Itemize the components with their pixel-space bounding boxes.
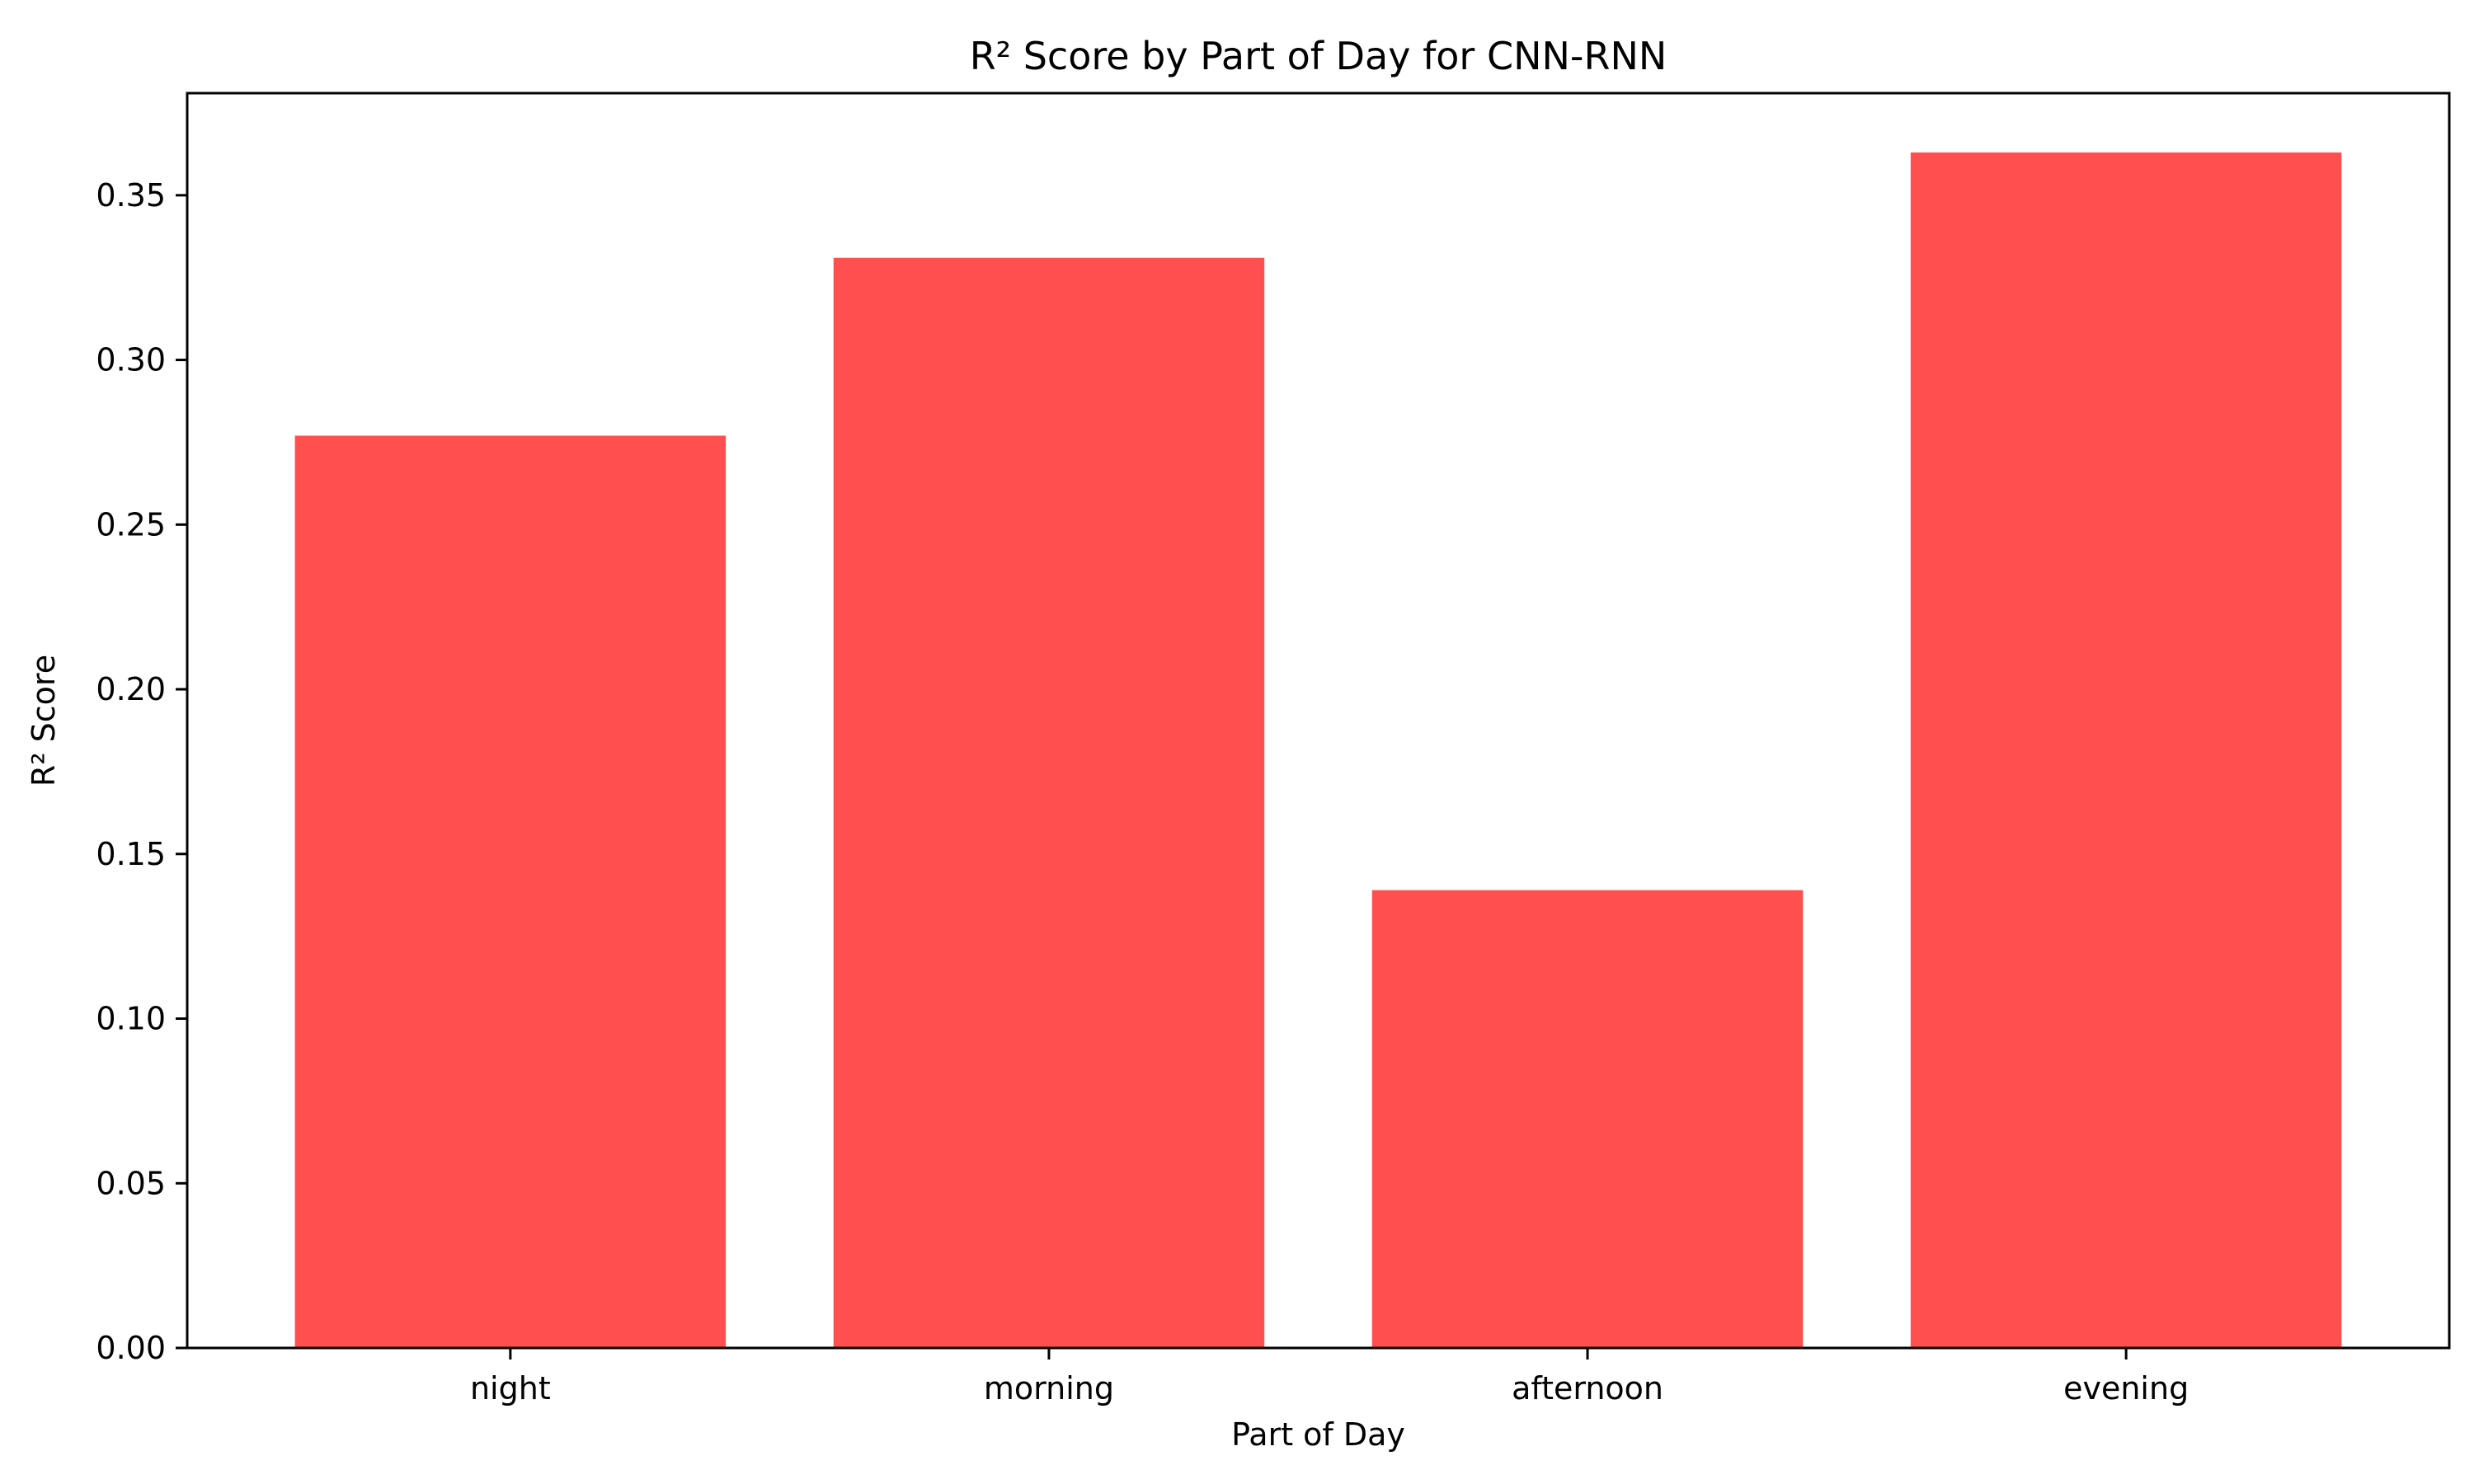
y-tick-label: 0.05 <box>96 1165 166 1201</box>
bar-evening <box>1910 152 2342 1348</box>
y-tick-label: 0.35 <box>96 177 166 214</box>
x-tick-label: evening <box>2063 1370 2189 1407</box>
x-axis-title: Part of Day <box>1231 1416 1405 1453</box>
y-tick-label: 0.20 <box>96 671 166 707</box>
plot-frame <box>186 92 2451 1350</box>
chart-title: R² Score by Part of Day for CNN-RNN <box>970 34 1667 78</box>
y-axis-title: R² Score <box>26 655 62 787</box>
bar-morning <box>833 257 1265 1348</box>
y-tick-label: 0.00 <box>96 1330 166 1366</box>
x-tick-label: night <box>470 1370 551 1407</box>
x-tick-label: morning <box>984 1370 1114 1407</box>
bar-afternoon <box>1371 890 1804 1348</box>
bar-night <box>294 435 727 1348</box>
y-tick-label: 0.15 <box>96 836 166 872</box>
bars-layer <box>294 152 2342 1348</box>
y-tick-label: 0.10 <box>96 1001 166 1037</box>
ticks-layer: 0.00 0.05 0.10 0.15 0.20 0.25 0.30 0.35 night mor… <box>96 177 2189 1407</box>
x-tick-label: afternoon <box>1512 1370 1663 1407</box>
y-tick-label: 0.25 <box>96 506 166 542</box>
y-tick-label: 0.30 <box>96 342 166 378</box>
